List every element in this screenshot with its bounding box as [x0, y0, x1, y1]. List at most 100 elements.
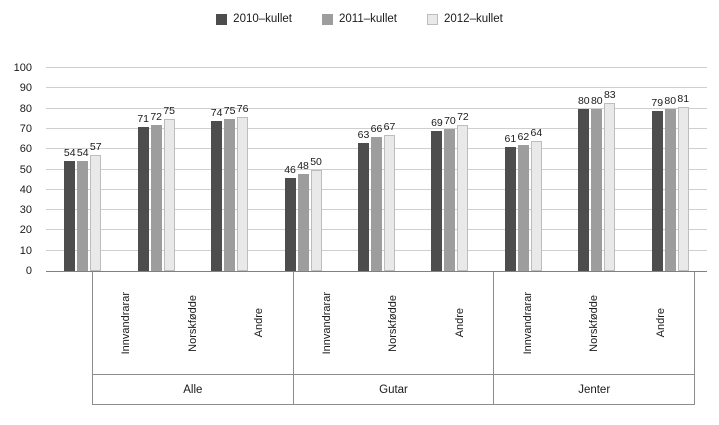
y-tick-label: 90 [19, 82, 32, 95]
bar: 66 [371, 123, 382, 271]
legend-label: 2011–kullet [339, 13, 397, 25]
bar: 54 [77, 147, 89, 271]
legend-swatch [322, 13, 333, 25]
category-label: Andre [655, 308, 667, 337]
bar-value-label: 75 [163, 104, 175, 117]
y-tick-label: 70 [19, 122, 32, 135]
category-label-text: Andre [654, 308, 667, 338]
bar: 75 [224, 105, 235, 271]
bar: 61 [505, 133, 516, 271]
bar: 63 [358, 129, 369, 271]
bar-value-label: 54 [76, 147, 89, 160]
legend-item: 2012–kullet [426, 13, 503, 25]
bar-value-label: 48 [297, 159, 309, 172]
bar: 46 [284, 164, 296, 271]
bar: 50 [310, 156, 322, 271]
bar-cluster: 79 80 81 [651, 68, 689, 271]
category-label-text: Innvandrarar [521, 291, 534, 355]
gridline [46, 87, 707, 89]
bar-value-label: 61 [504, 133, 517, 146]
bar-group: 46 48 50 63 66 67 69 70 72 [266, 68, 486, 271]
bar: 81 [677, 93, 689, 271]
y-tick-label: 0 [25, 265, 32, 277]
legend-item: 2010–kullet [216, 13, 292, 25]
bar-value-label: 80 [590, 94, 603, 107]
bar: 80 [591, 95, 603, 271]
y-tick-label: 40 [19, 183, 32, 196]
bar: 72 [457, 111, 469, 271]
bar: 80 [664, 95, 676, 271]
bar: 72 [150, 111, 162, 271]
bar: 70 [444, 115, 456, 271]
group-labels-row: Alle Gutar Jenter [93, 374, 696, 405]
category-label-text: Norskfødde [186, 294, 199, 352]
legend-swatch [426, 13, 438, 25]
bar-cluster: 69 70 72 [431, 68, 469, 271]
group-label: Alle [93, 375, 294, 404]
bar-value-label: 72 [150, 110, 162, 123]
y-tick-label: 80 [19, 102, 32, 115]
bar-value-label: 63 [357, 129, 370, 142]
bar: 75 [163, 105, 175, 271]
bar-value-label: 80 [577, 94, 590, 107]
bar-cluster: 63 66 67 [358, 68, 395, 271]
gridline [46, 67, 707, 68]
bar: 69 [431, 117, 443, 271]
chart-legend: 2010–kullet 2011–kullet 2012–kullet [0, 0, 719, 38]
category-label: Norskfødde [187, 295, 199, 352]
bar: 64 [531, 127, 542, 271]
bar-value-label: 74 [210, 106, 223, 119]
bar-value-label: 70 [444, 114, 456, 127]
bar-value-label: 79 [651, 96, 664, 109]
category-label: Andre [454, 308, 466, 337]
bar: 79 [651, 97, 663, 271]
category-label: Norskfødde [588, 295, 600, 352]
bar-value-label: 76 [236, 102, 249, 115]
bar: 57 [90, 141, 102, 271]
bar-value-label: 75 [223, 104, 236, 117]
legend-item: 2011–kullet [322, 13, 397, 25]
category-labels-row: Innvandrarar Norskfødde Andre Innvandrarar N… [93, 272, 696, 374]
category-label-cell: Innvandrarar Norskfødde Andre [294, 272, 495, 374]
category-label-cell: Innvandrarar Norskfødde Andre [494, 272, 696, 374]
category-label-text: Norskfødde [588, 294, 601, 352]
bar-cluster: 61 62 64 [505, 68, 542, 271]
bar-value-label: 67 [383, 121, 396, 133]
bar-value-label: 57 [89, 141, 102, 154]
bar-group: 54 54 57 71 72 75 74 75 76 [46, 68, 266, 271]
bar-value-label: 71 [137, 112, 149, 125]
category-label: Innvandrarar [522, 292, 534, 354]
legend-swatch [216, 13, 228, 25]
bar-value-label: 64 [530, 127, 543, 140]
y-tick-label: 10 [19, 244, 32, 257]
bar: 62 [518, 131, 529, 271]
bar: 48 [297, 160, 309, 271]
bar-cluster: 80 80 83 [578, 68, 616, 271]
bar-value-label: 66 [370, 123, 383, 136]
group-label: Jenter [494, 375, 696, 404]
bar-groups: 54 54 57 71 72 75 74 75 76 46 48 50 63 66 67 69 70 72 61 62… [46, 68, 707, 271]
bar-value-label: 83 [603, 88, 616, 101]
bar-value-label: 69 [431, 116, 443, 129]
bar-cluster: 46 48 50 [284, 68, 322, 271]
bar-value-label: 62 [517, 131, 530, 144]
y-tick-label: 20 [19, 224, 32, 237]
category-label-text: Andre [253, 308, 266, 338]
bar-value-label: 54 [63, 147, 76, 160]
bar: 80 [578, 95, 590, 271]
bar: 71 [137, 113, 149, 271]
bar-group: 61 62 64 80 80 83 79 80 81 [487, 68, 707, 271]
bar: 74 [211, 107, 222, 271]
y-tick-label: 100 [13, 62, 32, 74]
bar: 67 [384, 121, 395, 271]
bar-cluster: 71 72 75 [137, 68, 175, 271]
category-label-text: Andre [454, 308, 467, 338]
x-axis-area: Innvandrarar Norskfødde Andre Innvandrarar N… [92, 272, 696, 405]
y-tick-label: 30 [19, 204, 32, 217]
gridline [46, 107, 707, 109]
y-tick-label: 60 [19, 143, 32, 156]
category-label: Andre [253, 308, 265, 337]
plot-area: 0 10 20 30 40 50 60 70 80 90 100 54 54 57 71 72 75 74 75 7… [14, 62, 707, 277]
category-label: Norskfødde [387, 295, 399, 352]
